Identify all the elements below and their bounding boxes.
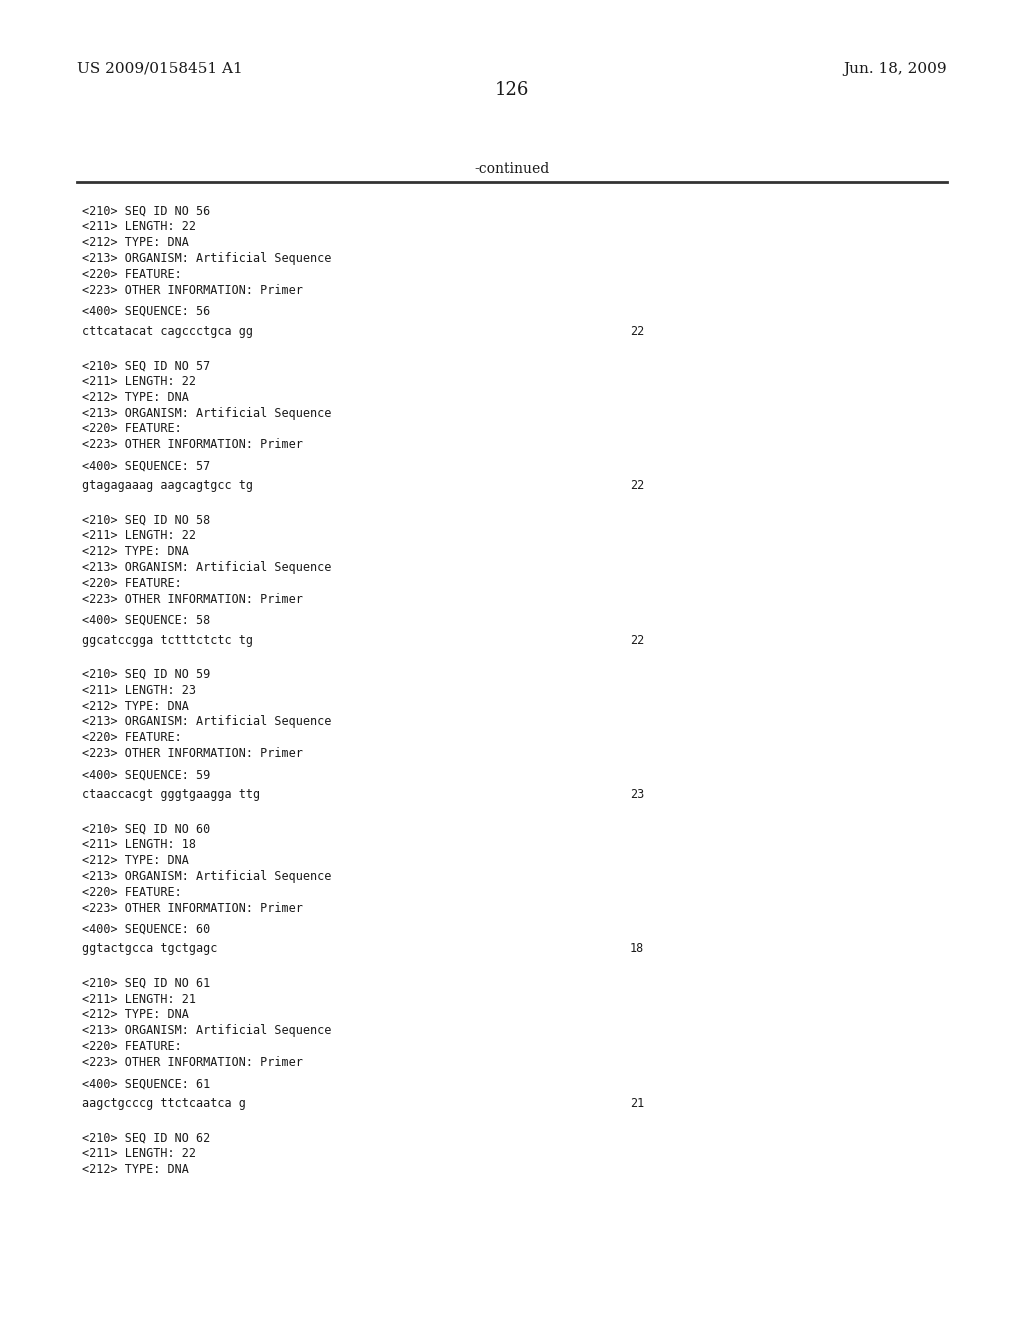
Text: Jun. 18, 2009: Jun. 18, 2009 [844,62,947,75]
Text: <220> FEATURE:: <220> FEATURE: [82,268,181,281]
Text: <223> OTHER INFORMATION: Primer: <223> OTHER INFORMATION: Primer [82,1056,303,1069]
Text: 21: 21 [630,1097,644,1110]
Text: <210> SEQ ID NO 61: <210> SEQ ID NO 61 [82,977,210,990]
Text: <210> SEQ ID NO 60: <210> SEQ ID NO 60 [82,822,210,836]
Text: <400> SEQUENCE: 59: <400> SEQUENCE: 59 [82,768,210,781]
Text: <211> LENGTH: 23: <211> LENGTH: 23 [82,684,196,697]
Text: <223> OTHER INFORMATION: Primer: <223> OTHER INFORMATION: Primer [82,438,303,451]
Text: <211> LENGTH: 22: <211> LENGTH: 22 [82,375,196,388]
Text: <212> TYPE: DNA: <212> TYPE: DNA [82,391,188,404]
Text: <212> TYPE: DNA: <212> TYPE: DNA [82,1008,188,1022]
Text: <220> FEATURE:: <220> FEATURE: [82,731,181,744]
Text: gtagagaaag aagcagtgcc tg: gtagagaaag aagcagtgcc tg [82,479,253,492]
Text: <210> SEQ ID NO 59: <210> SEQ ID NO 59 [82,668,210,681]
Text: <212> TYPE: DNA: <212> TYPE: DNA [82,700,188,713]
Text: <213> ORGANISM: Artificial Sequence: <213> ORGANISM: Artificial Sequence [82,252,332,265]
Text: <211> LENGTH: 22: <211> LENGTH: 22 [82,1147,196,1160]
Text: 23: 23 [630,788,644,801]
Text: <212> TYPE: DNA: <212> TYPE: DNA [82,854,188,867]
Text: 18: 18 [630,942,644,956]
Text: <400> SEQUENCE: 56: <400> SEQUENCE: 56 [82,305,210,318]
Text: <213> ORGANISM: Artificial Sequence: <213> ORGANISM: Artificial Sequence [82,1024,332,1038]
Text: 126: 126 [495,81,529,99]
Text: 22: 22 [630,325,644,338]
Text: <220> FEATURE:: <220> FEATURE: [82,886,181,899]
Text: <220> FEATURE:: <220> FEATURE: [82,1040,181,1053]
Text: <400> SEQUENCE: 61: <400> SEQUENCE: 61 [82,1077,210,1090]
Text: ggtactgcca tgctgagc: ggtactgcca tgctgagc [82,942,217,956]
Text: <211> LENGTH: 21: <211> LENGTH: 21 [82,993,196,1006]
Text: <400> SEQUENCE: 57: <400> SEQUENCE: 57 [82,459,210,473]
Text: <400> SEQUENCE: 58: <400> SEQUENCE: 58 [82,614,210,627]
Text: <210> SEQ ID NO 57: <210> SEQ ID NO 57 [82,359,210,372]
Text: <213> ORGANISM: Artificial Sequence: <213> ORGANISM: Artificial Sequence [82,870,332,883]
Text: <210> SEQ ID NO 62: <210> SEQ ID NO 62 [82,1131,210,1144]
Text: <210> SEQ ID NO 58: <210> SEQ ID NO 58 [82,513,210,527]
Text: <223> OTHER INFORMATION: Primer: <223> OTHER INFORMATION: Primer [82,902,303,915]
Text: <211> LENGTH: 22: <211> LENGTH: 22 [82,529,196,543]
Text: ggcatccgga tctttctctc tg: ggcatccgga tctttctctc tg [82,634,253,647]
Text: 22: 22 [630,479,644,492]
Text: ctaaccacgt gggtgaagga ttg: ctaaccacgt gggtgaagga ttg [82,788,260,801]
Text: <223> OTHER INFORMATION: Primer: <223> OTHER INFORMATION: Primer [82,747,303,760]
Text: <213> ORGANISM: Artificial Sequence: <213> ORGANISM: Artificial Sequence [82,715,332,729]
Text: cttcatacat cagccctgca gg: cttcatacat cagccctgca gg [82,325,253,338]
Text: 22: 22 [630,634,644,647]
Text: <211> LENGTH: 18: <211> LENGTH: 18 [82,838,196,851]
Text: <223> OTHER INFORMATION: Primer: <223> OTHER INFORMATION: Primer [82,284,303,297]
Text: <212> TYPE: DNA: <212> TYPE: DNA [82,545,188,558]
Text: -continued: -continued [474,162,550,176]
Text: <400> SEQUENCE: 60: <400> SEQUENCE: 60 [82,923,210,936]
Text: <220> FEATURE:: <220> FEATURE: [82,577,181,590]
Text: <212> TYPE: DNA: <212> TYPE: DNA [82,236,188,249]
Text: <213> ORGANISM: Artificial Sequence: <213> ORGANISM: Artificial Sequence [82,407,332,420]
Text: <211> LENGTH: 22: <211> LENGTH: 22 [82,220,196,234]
Text: US 2009/0158451 A1: US 2009/0158451 A1 [77,62,243,75]
Text: <223> OTHER INFORMATION: Primer: <223> OTHER INFORMATION: Primer [82,593,303,606]
Text: <213> ORGANISM: Artificial Sequence: <213> ORGANISM: Artificial Sequence [82,561,332,574]
Text: aagctgcccg ttctcaatca g: aagctgcccg ttctcaatca g [82,1097,246,1110]
Text: <210> SEQ ID NO 56: <210> SEQ ID NO 56 [82,205,210,218]
Text: <220> FEATURE:: <220> FEATURE: [82,422,181,436]
Text: <212> TYPE: DNA: <212> TYPE: DNA [82,1163,188,1176]
